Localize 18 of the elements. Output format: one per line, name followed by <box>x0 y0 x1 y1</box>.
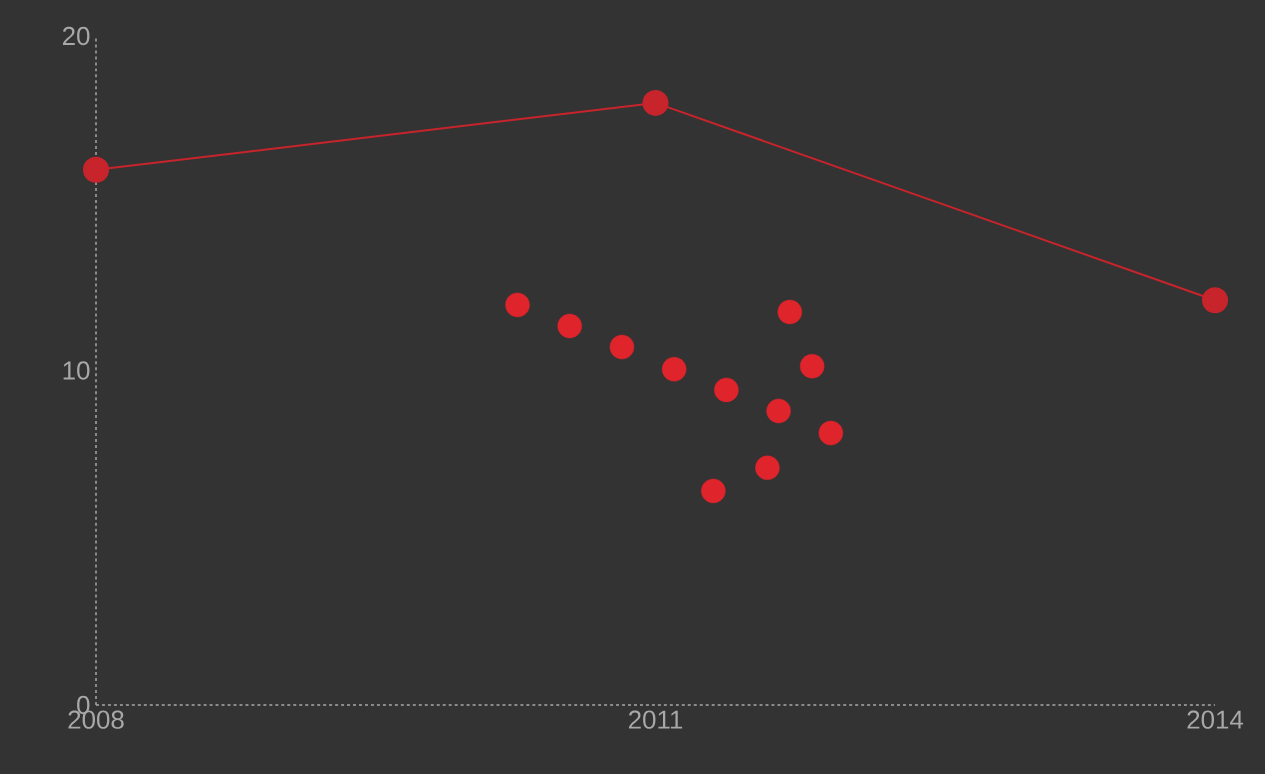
point <box>799 353 825 379</box>
y-tick-label: 10 <box>63 361 90 380</box>
point <box>557 313 582 339</box>
point <box>701 478 726 504</box>
point <box>818 420 844 446</box>
point <box>766 398 791 424</box>
point <box>714 377 739 403</box>
point <box>755 455 780 481</box>
point <box>505 292 530 318</box>
x-tick-label: 2014 <box>1187 710 1244 729</box>
point <box>83 156 109 183</box>
point <box>777 299 802 325</box>
point <box>642 89 669 116</box>
point <box>661 356 687 382</box>
y-tick-label: 20 <box>62 26 90 46</box>
point <box>1202 287 1229 314</box>
x-tick-label: 2011 <box>628 710 683 729</box>
point <box>609 334 635 360</box>
